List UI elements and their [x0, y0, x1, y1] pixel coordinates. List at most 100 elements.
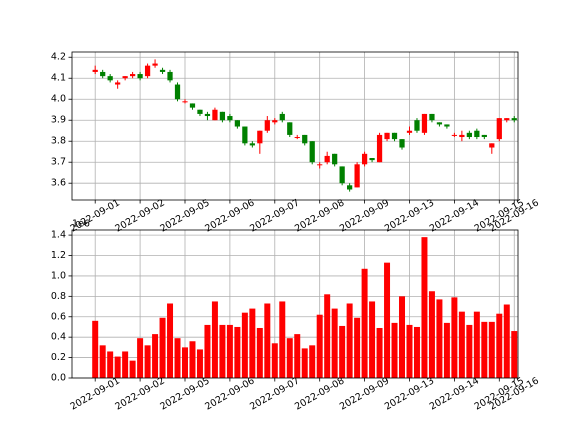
candle-body — [174, 84, 181, 100]
offset-text: 1e6 — [72, 219, 90, 230]
bar — [451, 297, 458, 378]
bar — [219, 324, 226, 378]
candle-body — [332, 153, 338, 165]
y-tick-label: 3.8 — [51, 136, 66, 147]
candle-body — [347, 185, 353, 190]
candle-body — [92, 69, 98, 72]
candle-body — [444, 124, 450, 127]
candle-body — [204, 113, 211, 117]
bar — [249, 308, 256, 378]
candle-body — [504, 118, 510, 121]
candle-body — [257, 130, 263, 144]
bar — [211, 301, 218, 378]
candle-body — [264, 120, 270, 131]
candle-body — [107, 76, 113, 81]
candle-body — [100, 71, 106, 77]
bar — [264, 303, 271, 378]
bar — [376, 327, 383, 378]
y-tick-label: 1.0 — [51, 270, 66, 281]
candle-body — [451, 134, 458, 136]
axes-frame — [71, 229, 519, 379]
y-tick-label: 1.2 — [51, 250, 66, 261]
candle-body — [474, 130, 480, 138]
bar — [511, 331, 518, 378]
bar — [481, 321, 488, 378]
candle-body — [167, 71, 173, 81]
candle-body — [384, 132, 390, 140]
bar — [458, 311, 465, 378]
bar — [309, 345, 316, 378]
candle-body — [309, 141, 315, 163]
bar — [129, 360, 136, 378]
candle-body — [361, 153, 368, 165]
bar — [331, 308, 338, 378]
bar — [421, 237, 428, 378]
candle-body — [324, 155, 330, 163]
candle-body — [122, 76, 128, 79]
candle-body — [376, 134, 383, 163]
candle-body — [279, 113, 285, 121]
candle-body — [219, 111, 226, 121]
bar — [226, 324, 233, 378]
candle-body — [234, 120, 240, 127]
bar — [137, 338, 144, 378]
candle-body — [429, 113, 435, 121]
bar — [324, 294, 331, 378]
bar — [189, 341, 196, 378]
bar — [503, 304, 510, 378]
bar — [144, 345, 151, 378]
bar — [234, 326, 241, 378]
y-tick-label: 0.4 — [51, 332, 66, 343]
bar — [159, 317, 166, 378]
candle-body — [317, 164, 323, 166]
bar — [301, 348, 308, 378]
bar — [443, 322, 450, 378]
y-tick-label: 0.2 — [51, 352, 66, 363]
y-tick-label: 3.6 — [51, 178, 66, 189]
bar — [361, 268, 368, 378]
candle-body — [421, 113, 428, 133]
bar — [354, 317, 361, 378]
bar — [399, 296, 406, 378]
candle-body — [339, 166, 345, 184]
bar — [174, 338, 181, 378]
y-tick-label: 1.4 — [51, 230, 66, 241]
bar — [316, 314, 323, 378]
candle-body — [227, 116, 233, 121]
bar — [196, 349, 203, 378]
candle-body — [272, 120, 278, 123]
candle-body — [302, 134, 308, 144]
axes-frame — [71, 51, 519, 201]
candle-body — [496, 118, 502, 140]
candle-body — [489, 143, 495, 148]
y-tick-label: 0.6 — [51, 311, 66, 322]
candle-body — [436, 122, 443, 125]
candle-body — [137, 74, 143, 79]
candle-body — [212, 109, 218, 121]
bar — [256, 327, 263, 378]
candle-body — [197, 109, 203, 114]
bar — [369, 301, 376, 378]
candle-body — [129, 74, 136, 77]
bar — [466, 324, 473, 378]
candle-body — [159, 69, 166, 72]
bar — [413, 326, 420, 378]
bar — [241, 312, 248, 378]
bar — [406, 324, 413, 378]
candle-body — [354, 164, 360, 188]
y-tick-label: 4.0 — [51, 94, 66, 105]
bar — [107, 351, 114, 378]
bar — [496, 313, 503, 378]
bar — [279, 301, 286, 378]
candle-body — [399, 139, 405, 148]
candle-body — [152, 63, 158, 66]
candle-body — [466, 132, 472, 138]
y-tick-label: 0.8 — [51, 291, 66, 302]
bar — [122, 351, 129, 378]
bar — [182, 347, 188, 378]
bar — [488, 321, 495, 378]
candle-body — [406, 130, 413, 133]
bar — [271, 343, 278, 378]
candle-body — [249, 143, 255, 146]
